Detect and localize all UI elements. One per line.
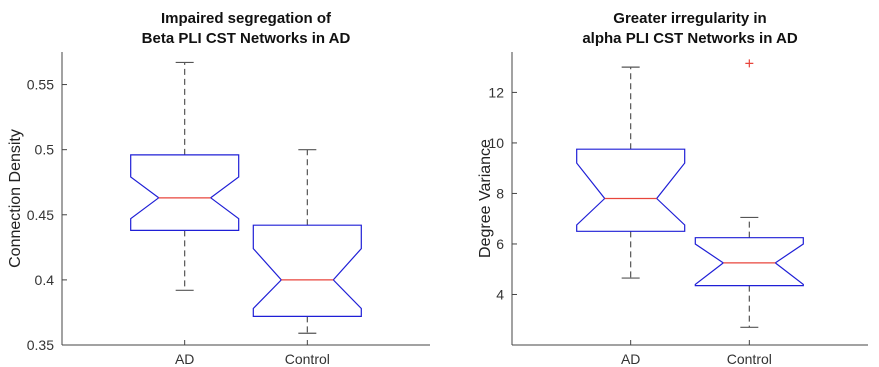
y-tick-label: 12 [488,84,504,100]
y-tick-label: 0.5 [35,142,55,158]
box-control [252,149,362,334]
y-tick-label: 0.45 [27,207,54,223]
notched-box [576,148,686,232]
y-tick-label: 8 [496,185,504,201]
chart-title-line: Impaired segregation of [161,10,332,27]
notched-box [694,237,804,287]
notched-box [130,154,240,231]
right-chart-panel: Greater irregularity in alpha PLI CST Net… [440,0,879,367]
left-chart-panel: Impaired segregation of Beta PLI CST Netw… [7,10,430,367]
x-category-label: AD [175,351,194,367]
y-tick-label: 0.35 [27,337,54,353]
notched-box [252,224,362,317]
box-ad [576,66,686,279]
chart-title-line: Beta PLI CST Networks in AD [142,30,351,47]
y-axis-label: Degree Variance [477,139,494,258]
x-category-label: Control [727,351,772,367]
y-tick-label: 0.55 [27,77,54,93]
box-ad [130,61,240,291]
y-tick-label: 0.4 [35,272,55,288]
y-tick-label: 10 [488,135,504,151]
x-category-label: Control [285,351,330,367]
y-axis-label: Connection Density [7,129,24,268]
outlier-marker [745,59,754,68]
x-category-label: AD [621,351,640,367]
y-tick-label: 4 [496,286,504,302]
degree-variance-boxplot: Greater irregularity in alpha PLI CST Net… [477,10,868,367]
chart-title-line: alpha PLI CST Networks in AD [582,30,797,47]
y-tick-label: 6 [496,236,504,252]
chart-title-line: Greater irregularity in [613,10,766,27]
connection-density-boxplot: Impaired segregation of Beta PLI CST Netw… [7,10,430,367]
box-control [694,59,804,328]
